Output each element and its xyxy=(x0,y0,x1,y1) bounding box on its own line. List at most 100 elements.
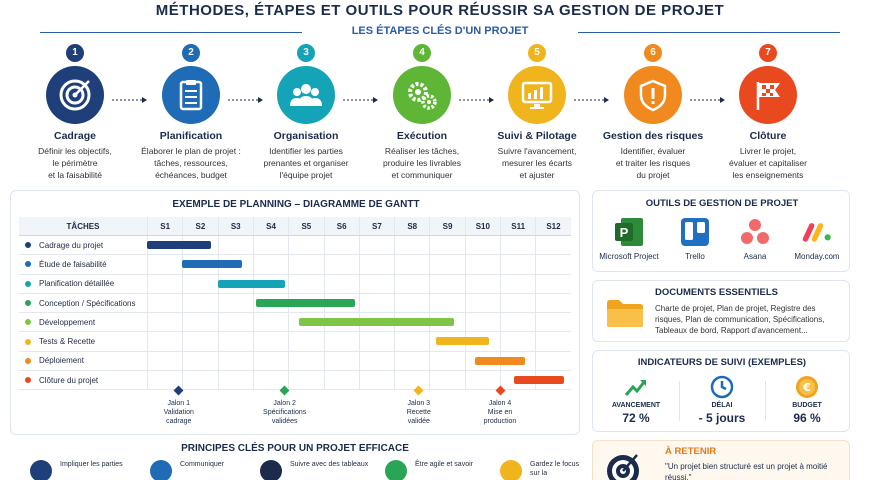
gantt-cell xyxy=(500,293,535,313)
gantt-task-row: Tests & Recette xyxy=(19,332,571,352)
euro-coin-icon: € xyxy=(795,375,819,399)
gantt-cell xyxy=(464,371,500,390)
gantt-cell xyxy=(394,371,429,390)
step-name: Suivi & Pilotage xyxy=(497,130,577,142)
step-icon-circle xyxy=(46,66,104,124)
step-description: Identifier les parties prenantes et organ… xyxy=(263,146,349,180)
gantt-cell xyxy=(394,293,429,313)
milestone-diamond-icon xyxy=(413,385,424,396)
docs-title: DOCUMENTS ESSENTIELS xyxy=(655,287,778,298)
gantt-cell xyxy=(252,332,288,351)
gantt-cell xyxy=(217,351,253,371)
principle-item: Impliquer les parties xyxy=(30,460,123,480)
gantt-cell xyxy=(288,351,323,371)
gantt-cell xyxy=(464,313,500,332)
kpi-label: DÉLAI xyxy=(711,402,733,409)
clock-icon xyxy=(710,375,734,399)
task-color-dot xyxy=(25,300,31,307)
monitor-chart-icon xyxy=(521,81,553,109)
step-number: 1 xyxy=(66,44,84,62)
gantt-cell xyxy=(217,332,253,351)
steps-header: LES ÉTAPES CLÉS D'UN PROJET xyxy=(40,24,840,40)
step-name: Organisation xyxy=(273,130,339,142)
docs-panel: DOCUMENTS ESSENTIELS Charte de projet, P… xyxy=(592,280,850,342)
tool-name: Monday.com xyxy=(794,252,840,261)
gantt-cell xyxy=(217,236,253,255)
task-name: Cadrage du projet xyxy=(39,240,104,250)
gantt-cell xyxy=(147,313,182,332)
kpi-value: - 5 jours xyxy=(698,411,746,425)
gantt-period-header: S9 xyxy=(429,217,464,235)
target-icon xyxy=(59,79,91,111)
gantt-period-header: S4 xyxy=(252,217,288,235)
step-number: 7 xyxy=(759,44,777,62)
asana-logo xyxy=(739,216,771,248)
step-description: Élaborer le plan de projet : tâches, ress… xyxy=(141,146,241,180)
gantt-cell xyxy=(358,332,394,351)
step-arrow-icon xyxy=(112,91,148,103)
gantt-cell xyxy=(147,274,182,293)
flag-icon xyxy=(756,82,780,110)
steps-row: 1 Cadrage Définir les objectifs, le périmèt… xyxy=(0,44,880,184)
step-6: 6 Gestion des risques Identifier, évaluer e… xyxy=(593,44,713,181)
task-name: Développement xyxy=(39,317,96,327)
gantt-period-header: S1 xyxy=(147,217,182,235)
kpi-item: DÉLAI - 5 jours xyxy=(682,375,762,425)
gantt-cell xyxy=(394,274,429,293)
gantt-cell xyxy=(252,371,288,390)
gantt-cell xyxy=(288,313,323,332)
principle-text: Gardez le focus sur la xyxy=(530,461,580,477)
target-icon xyxy=(607,454,639,480)
gantt-title: EXEMPLE DE PLANNING – DIAGRAMME DE GANTT xyxy=(172,199,420,210)
gantt-table: TÂCHES S1 S2 S3 S4 S5 S6 S7 S8 S9 S10 S11 S12 Cadrage… xyxy=(19,217,571,391)
gantt-task-row: Développement xyxy=(19,313,571,333)
kpi-item: € BUDGET 96 % xyxy=(767,375,847,425)
gantt-cell xyxy=(464,255,500,274)
milestone-label: Jalon 1 xyxy=(167,400,191,407)
step-arrow-icon xyxy=(459,91,495,103)
gears-icon xyxy=(408,82,437,110)
gantt-cell xyxy=(535,351,570,371)
gantt-cell xyxy=(182,293,217,313)
gantt-cell xyxy=(323,332,359,351)
gantt-cell xyxy=(429,351,464,371)
gantt-cell xyxy=(323,274,359,293)
gantt-cell xyxy=(252,313,288,332)
task-color-dot xyxy=(25,319,31,326)
gantt-task-label: Planification détaillée xyxy=(19,275,147,293)
gantt-cell xyxy=(500,313,535,332)
gantt-cell xyxy=(429,332,464,351)
step-5: 5 Suivi & Pilotage Suivre l'avancement, mes… xyxy=(477,44,597,181)
step-number: 5 xyxy=(528,44,546,62)
step-name: Exécution xyxy=(396,130,448,142)
gantt-cell xyxy=(394,255,429,274)
gantt-task-row: Déploiement xyxy=(19,351,571,372)
gantt-cell xyxy=(323,351,359,371)
gantt-cell xyxy=(429,274,464,293)
retenir-title: À RETENIR xyxy=(665,446,717,457)
step-2: 2 Planification Élaborer le plan de projet… xyxy=(131,44,251,181)
gantt-milestone: Jalon 1 Validation cadrage xyxy=(149,385,209,426)
gantt-milestone: Jalon 2 Spécifications validées xyxy=(255,385,315,426)
tool-name: Trello xyxy=(685,252,705,261)
gantt-cell xyxy=(500,236,535,255)
gantt-cell xyxy=(535,274,570,293)
step-icon-circle xyxy=(277,66,335,124)
task-color-dot xyxy=(25,338,31,345)
gantt-cell xyxy=(147,332,182,351)
folder-icon xyxy=(607,300,643,327)
gantt-task-label: Développement xyxy=(19,313,147,331)
task-color-dot xyxy=(25,242,31,249)
kpi-item: AVANCEMENT 72 % xyxy=(596,375,676,425)
task-name: Clôture du projet xyxy=(39,375,99,385)
tool-name: Microsoft Project xyxy=(599,252,659,261)
step-number: 2 xyxy=(182,44,200,62)
gauge-icon xyxy=(260,460,282,480)
milestone-label: Jalon 3 xyxy=(407,400,431,407)
gantt-bar xyxy=(475,356,525,365)
kpi-title: INDICATEURS DE SUIVI (EXEMPLES) xyxy=(637,357,807,368)
milestone-label: Jalon 2 xyxy=(273,400,296,407)
kpi-divider xyxy=(679,381,680,421)
gantt-cell xyxy=(464,293,500,313)
svg-text:P: P xyxy=(620,225,629,240)
